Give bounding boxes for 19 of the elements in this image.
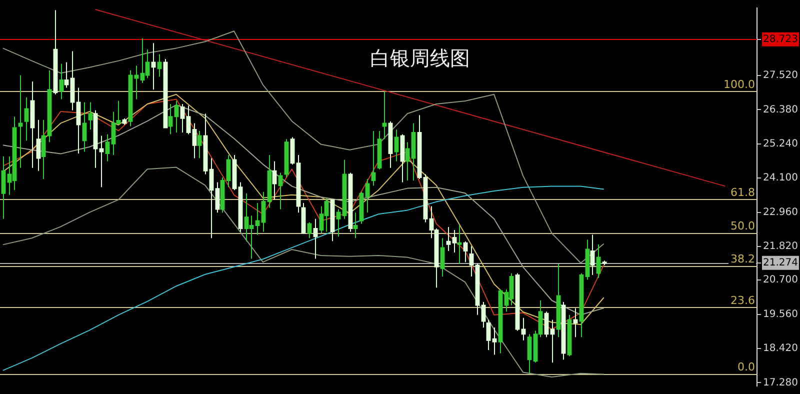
y-tick-label: 17.280 [763,377,798,388]
y-tick-label: 19.560 [763,308,798,320]
annotation: 23.6 [730,294,755,307]
annotation: 50.0 [730,219,755,232]
text: 白银周线图 [370,46,470,70]
y-tick-label: 28.723 [763,34,798,46]
y-tick-label: 18.420 [763,343,798,354]
annotation: 100.0 [724,78,755,91]
y-tick-label: 22.960 [763,206,798,218]
annotation: 61.8 [730,186,755,199]
y-tick-label: 27.520 [763,70,798,82]
annotation: 0.0 [738,360,755,374]
y-tick-label: 26.380 [763,104,798,116]
y-tick-label: 21.274 [763,257,798,268]
y-tick-label: 25.240 [763,138,798,150]
y-tick-label: 21.820 [763,241,798,252]
y-tick-label: 20.700 [763,274,798,286]
y-tick-label: 24.100 [763,172,798,184]
annotation: 38.2 [730,252,755,266]
